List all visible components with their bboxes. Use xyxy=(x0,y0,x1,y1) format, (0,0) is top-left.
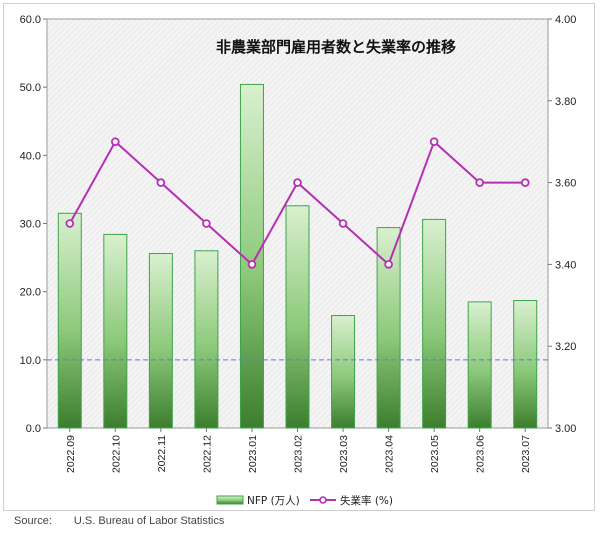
y-left-tick-label: 0.0 xyxy=(26,423,41,435)
x-tick-label: 2023.03 xyxy=(338,435,350,473)
source-label: Source: xyxy=(14,515,52,527)
legend-unemployment-marker xyxy=(319,496,327,504)
x-tick-label: 2023.02 xyxy=(293,435,305,473)
x-tick-label: 2023.07 xyxy=(520,435,532,473)
x-tick-label: 2023.04 xyxy=(384,435,396,473)
unemployment-point-2023.06 xyxy=(475,178,484,187)
chart-frame: 0.0 10.0 20.0 30.0 40.0 50.0 60.0 3.00 3.20 3.40… xyxy=(3,3,595,511)
unemployment-point-2023.02 xyxy=(293,178,302,187)
x-tick-label: 2022.09 xyxy=(65,435,77,473)
nfp-bar-2022.11 xyxy=(148,252,173,429)
unemployment-point-2023.05 xyxy=(429,137,439,147)
nfp-bar-2023.05 xyxy=(422,218,447,429)
nfp-bar-2023.06 xyxy=(467,301,492,429)
y-right-tick-label: 3.00 xyxy=(555,423,576,435)
nfp-bar-2022.12 xyxy=(194,250,219,429)
unemployment-point-2023.07 xyxy=(520,178,530,187)
x-tick-label: 2023.01 xyxy=(247,435,259,473)
source-note: Source: U.S. Bureau of Labor Statistics xyxy=(14,515,224,527)
nfp-bar-2023.07 xyxy=(513,300,538,429)
x-tick-label: 2023.06 xyxy=(475,435,487,473)
y-left-tick-label: 20.0 xyxy=(20,287,41,299)
unemployment-point-2023.04 xyxy=(384,260,393,269)
legend-nfp-label: NFP (万人) xyxy=(247,495,300,507)
legend-nfp-swatch xyxy=(216,495,244,505)
x-tick-label: 2023.05 xyxy=(429,435,441,473)
nfp-bar-2023.02 xyxy=(285,205,310,429)
x-tick-label: 2022.11 xyxy=(156,435,168,472)
legend-unemployment-label: 失業率 (%) xyxy=(340,494,393,507)
y-right-tick-label: 4.00 xyxy=(555,14,576,26)
nfp-bar-2023.03 xyxy=(331,315,356,429)
unemployment-point-2022.10 xyxy=(111,137,120,147)
y-right-tick-label: 3.80 xyxy=(555,96,576,108)
y-right-tick-label: 3.20 xyxy=(555,341,576,353)
chart-title: 非農業部門雇用者数と失業率の推移 xyxy=(216,38,456,56)
unemployment-point-2023.01 xyxy=(247,260,257,269)
source-text: U.S. Bureau of Labor Statistics xyxy=(73,515,225,527)
unemployment-point-2022.09 xyxy=(65,219,75,228)
chart-svg: 0.0 10.0 20.0 30.0 40.0 50.0 60.0 3.00 3.20 3.40… xyxy=(20,14,577,507)
y-left-tick-label: 30.0 xyxy=(20,219,41,231)
unemployment-point-2022.11 xyxy=(156,178,166,187)
y-left-tick-label: 50.0 xyxy=(20,82,41,94)
x-tick-label: 2022.12 xyxy=(201,435,213,473)
nfp-bar-2022.09 xyxy=(57,212,82,429)
x-tick-label: 2022.10 xyxy=(110,435,122,473)
nfp-bar-2022.10 xyxy=(103,233,128,429)
y-left-tick-label: 10.0 xyxy=(20,355,41,367)
y-left-tick-label: 60.0 xyxy=(20,14,41,26)
y-right-tick-label: 3.40 xyxy=(555,259,576,271)
y-right-tick-label: 3.60 xyxy=(555,178,576,190)
unemployment-point-2022.12 xyxy=(202,219,211,228)
unemployment-point-2023.03 xyxy=(338,219,348,228)
y-left-tick-label: 40.0 xyxy=(20,150,41,162)
chart-legend: NFP (万人) 失業率 (%) xyxy=(216,494,393,507)
